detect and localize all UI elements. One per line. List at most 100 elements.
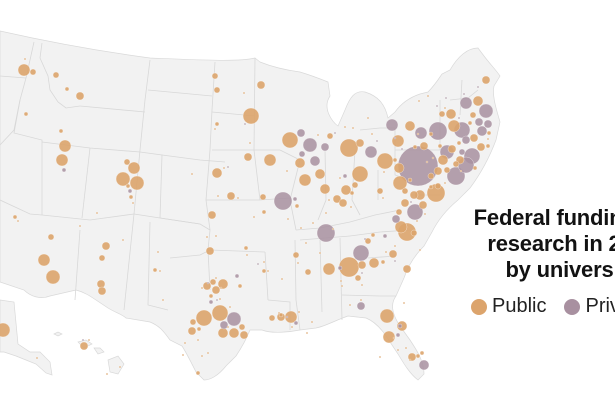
public-university-bubble [79,341,89,351]
public-university-bubble [196,326,202,332]
private-university-bubble [418,359,430,371]
legend-item-public: Public [471,295,546,318]
public-university-bubble [428,131,434,137]
public-university-bubble [469,133,479,143]
public-university-bubble [190,172,194,176]
public-university-bubble [388,249,398,259]
public-university-bubble [0,322,11,338]
public-university-bubble [351,165,369,183]
public-university-bubble [196,338,200,342]
public-university-bubble [370,132,374,136]
private-university-bubble [395,332,401,338]
public-university-bubble [121,238,125,242]
private-university-bubble [320,142,330,152]
public-university-bubble [211,285,221,295]
private-university-bubble [342,173,348,179]
public-university-bubble [263,153,277,167]
public-university-bubble [339,279,343,283]
public-university-bubble [351,126,355,130]
public-university-bubble [381,196,385,200]
public-university-bubble [280,277,284,281]
private-university-bubble [364,145,378,159]
public-university-bubble [396,348,400,352]
public-university-bubble [427,172,435,180]
title-line-1: Federal funding for [473,205,615,230]
map-title: Federal funding for research in 2023 by … [452,205,615,283]
public-university-bubble [47,233,55,241]
private-university-bubble [385,118,399,132]
public-university-bubble [316,133,320,137]
public-university-bubble [438,110,446,118]
private-university-bubble [400,147,404,151]
public-university-bubble [415,353,421,359]
public-university-bubble [319,183,331,195]
public-university-bubble [125,183,131,189]
public-university-bubble [64,86,70,92]
public-university-bubble [242,107,260,125]
public-university-bubble [395,208,403,216]
public-university-bubble [214,276,218,280]
private-university-bubble [459,96,473,110]
public-university-bubble [443,106,447,110]
public-university-bubble [237,283,243,289]
public-university-bubble [476,142,486,152]
public-university-bubble [278,312,284,318]
legend: Public Private [471,295,615,318]
public-university-bubble [392,336,396,340]
public-university-bubble [318,251,322,255]
private-university-bubble [61,167,67,173]
contiguous-us-landmass [0,30,501,381]
public-university-bubble [211,167,223,179]
public-university-bubble [296,261,300,265]
public-university-bubble [218,297,222,301]
public-university-bubble [348,303,352,307]
private-university-bubble [461,135,471,145]
public-university-bubble [238,323,246,331]
private-university-bubble [375,139,379,143]
public-university-bubble [23,57,27,61]
public-university-bubble [207,210,217,220]
private-university-bubble [409,200,413,204]
public-university-bubble [402,264,412,274]
public-university-bubble [380,259,386,265]
public-university-bubble [211,304,229,322]
public-university-bubble [404,120,416,132]
public-university-bubble [252,215,256,219]
private-university-bubble [428,121,448,141]
legend-label-private: Private [585,295,615,317]
private-university-bubble [352,244,370,262]
public-university-bubble [360,283,364,287]
public-university-bubble [415,219,419,223]
public-university-bubble [262,260,266,264]
public-university-bubble [45,269,61,285]
public-university-bubble [327,198,331,202]
private-university-bubble [457,116,461,120]
public-university-bubble [266,269,270,273]
public-university-bubble [131,201,135,205]
hawaii-inset [53,331,125,375]
public-university-bubble [481,75,491,85]
public-university-bubble [217,278,229,290]
public-university-bubble [268,314,276,322]
public-university-bubble [419,141,429,151]
private-university-bubble [458,148,466,156]
private-university-bubble [215,298,219,302]
public-university-bubble [426,94,430,98]
title-line-3: by university [505,257,615,282]
private-university-bubble [316,223,336,243]
public-university-bubble [384,250,388,254]
public-university-bubble [340,184,352,196]
public-university-bubble [418,248,422,252]
public-university-bubble [217,327,229,339]
private-university-bubble [298,150,306,158]
public-university-bubble [404,346,408,350]
public-university-bubble [35,356,39,360]
public-university-bubble [437,143,443,149]
public-university-bubble [452,160,460,168]
private-university-bubble [397,323,403,329]
public-university-bubble [416,132,420,136]
public-university-bubble [277,311,281,315]
private-university-bubble [391,214,401,224]
public-university-bubble [392,157,398,163]
public-university-bubble [195,370,201,376]
